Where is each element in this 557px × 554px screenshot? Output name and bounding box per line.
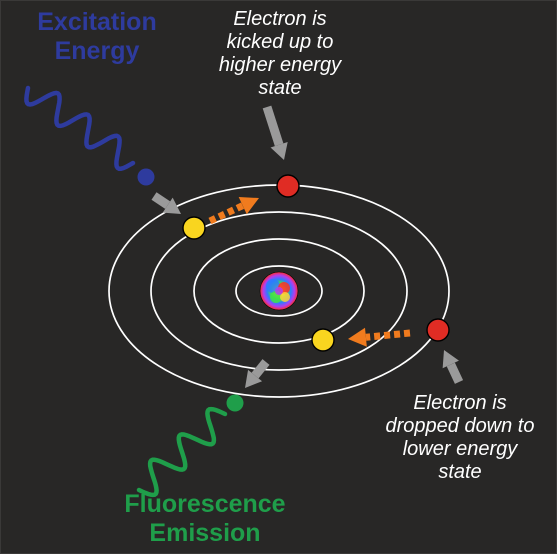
transition-arrow-down [347,324,411,349]
electron-excited-right [427,319,449,341]
label-electron-dropped: Electron isdropped down tolower energyst… [370,392,550,484]
arrow-to-dropping-electron [436,346,467,386]
emission-wave [139,409,225,495]
electron-ground-left [183,217,205,239]
photon-excitation [138,169,155,186]
arrow-to-excited-electron [258,104,292,162]
label-electron-kicked-up: Electron iskicked up tohigher energystat… [200,8,360,100]
arrow-to-emission-photon [238,356,273,393]
photon-emission [227,395,244,412]
nucleus-spot [275,287,283,295]
label-excitation-energy: ExcitationEnergy [12,8,182,66]
electron-excited-top [277,175,299,197]
electron-ground-right [312,329,334,351]
excitation-wave [26,88,133,169]
label-fluorescence-emission: FluorescenceEmission [100,490,310,548]
